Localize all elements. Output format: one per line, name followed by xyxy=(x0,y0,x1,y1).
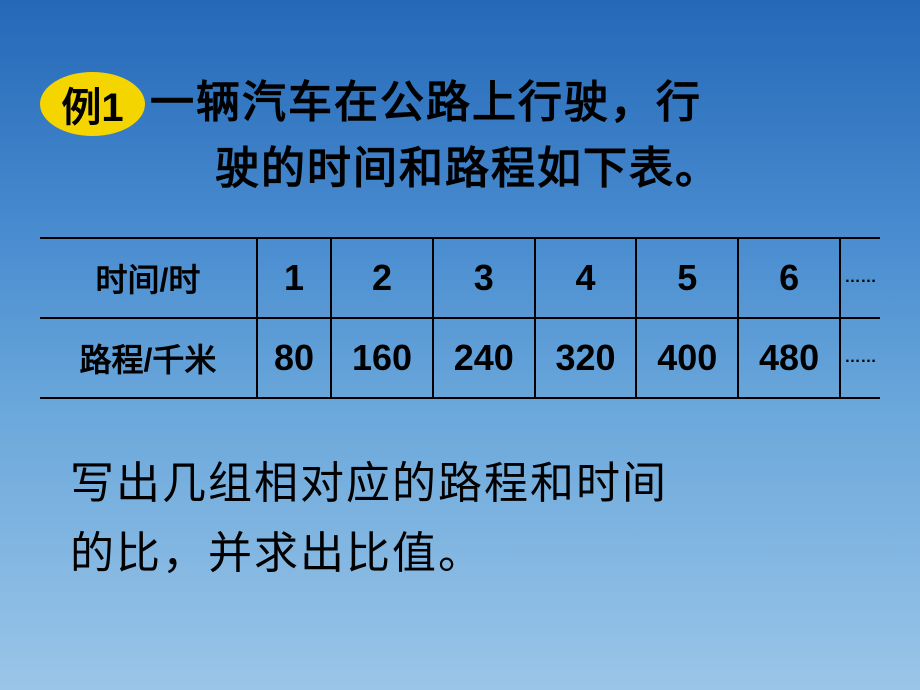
question-line-1: 写出几组相对应的路程和时间 xyxy=(70,449,865,519)
table-cell: 5 xyxy=(636,238,738,318)
ellipsis-cell: …… xyxy=(840,318,880,398)
table-cell: 240 xyxy=(433,318,535,398)
title-line-2: 驶的时间和路程如下表。 xyxy=(215,136,880,202)
table-cell: 400 xyxy=(636,318,738,398)
table-cell: 160 xyxy=(331,318,433,398)
ellipsis-cell: …… xyxy=(840,238,880,318)
example-badge: 例1 xyxy=(40,72,145,136)
table-cell: 2 xyxy=(331,238,433,318)
row-header-time: 时间/时 xyxy=(40,238,257,318)
question-text: 写出几组相对应的路程和时间 的比，并求出比值。 xyxy=(40,439,880,590)
table-cell: 480 xyxy=(738,318,840,398)
table-cell: 4 xyxy=(535,238,637,318)
table-row: 时间/时 1 2 3 4 5 6 …… xyxy=(40,238,880,318)
title-row: 例1 一辆汽车在公路上行驶，行 驶的时间和路程如下表。 xyxy=(40,70,880,202)
table-cell: 320 xyxy=(535,318,637,398)
title-text: 一辆汽车在公路上行驶，行 驶的时间和路程如下表。 xyxy=(150,70,880,202)
slide-container: 例1 一辆汽车在公路上行驶，行 驶的时间和路程如下表。 时间/时 1 2 3 4… xyxy=(0,0,920,630)
table-cell: 1 xyxy=(257,238,331,318)
row-header-distance: 路程/千米 xyxy=(40,318,257,398)
table-cell: 80 xyxy=(257,318,331,398)
data-table-wrap: 时间/时 1 2 3 4 5 6 …… 路程/千米 80 160 240 320… xyxy=(40,237,880,399)
title-line-1: 一辆汽车在公路上行驶，行 xyxy=(150,70,880,136)
question-line-2: 的比，并求出比值。 xyxy=(70,519,865,589)
table-row: 路程/千米 80 160 240 320 400 480 …… xyxy=(40,318,880,398)
table-cell: 6 xyxy=(738,238,840,318)
data-table: 时间/时 1 2 3 4 5 6 …… 路程/千米 80 160 240 320… xyxy=(40,237,880,399)
table-cell: 3 xyxy=(433,238,535,318)
